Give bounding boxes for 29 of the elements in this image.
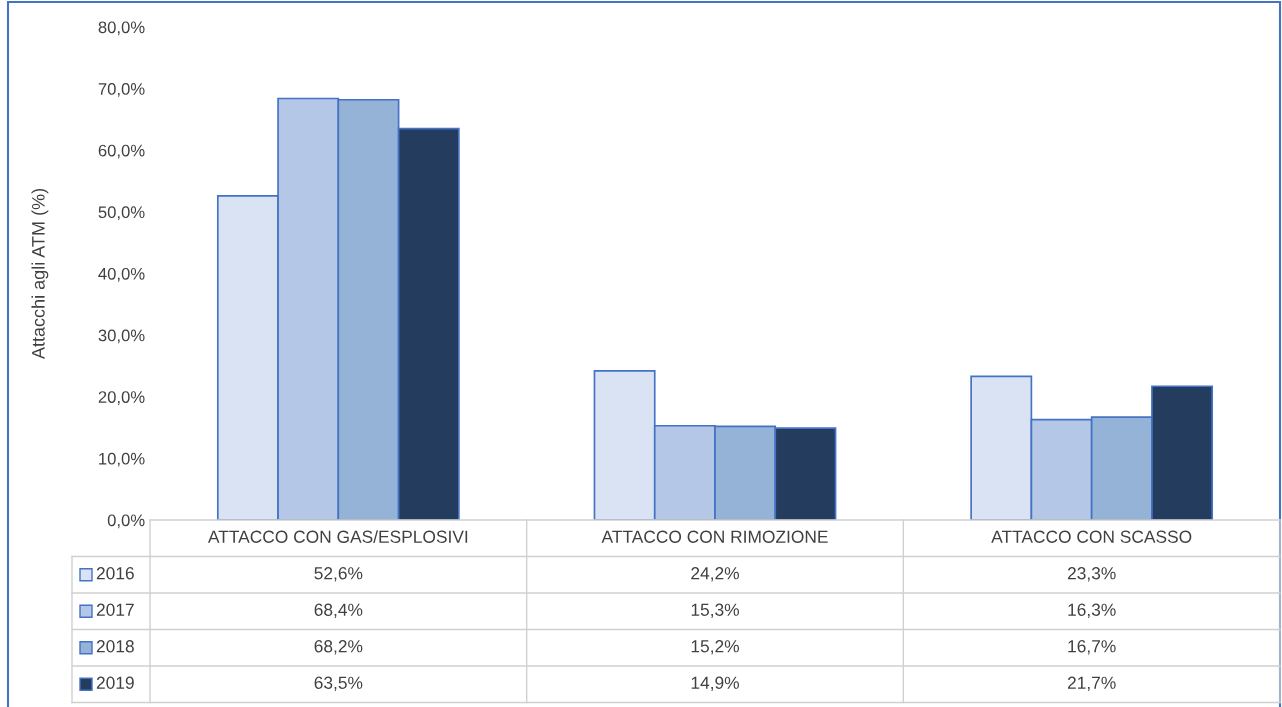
- x-tick-label: ATTACCO CON GAS/ESPLOSIVI: [207, 530, 468, 543]
- x-tick-label: ATTACCO CON SCASSO: [991, 530, 1192, 543]
- y-tick-label: 30,0%: [98, 329, 145, 344]
- data-label: 68,4%: [314, 603, 363, 618]
- data-label: 14,9%: [691, 676, 739, 691]
- y-tick-label: 20,0%: [98, 391, 145, 405]
- data-label: 63,5%: [314, 676, 363, 691]
- y-tick-label: 40,0%: [98, 267, 145, 282]
- y-tick-label: 80,0%: [98, 21, 145, 36]
- data-label: 15,2%: [691, 640, 739, 655]
- data-label: 16,7%: [1068, 640, 1116, 655]
- data-label: 68,2%: [314, 640, 363, 655]
- data-label: 24,2%: [691, 567, 739, 582]
- legend-label: 2016: [96, 567, 134, 580]
- legend-label: 2017: [96, 603, 134, 616]
- data-label: 16,3%: [1068, 603, 1116, 618]
- y-tick-label: 70,0%: [98, 83, 145, 97]
- data-label: 21,7%: [1067, 676, 1116, 691]
- y-tick-label: 0,0%: [107, 514, 145, 529]
- y-tick-label: 10,0%: [99, 452, 145, 467]
- data-label: 52,6%: [314, 567, 363, 582]
- data-label: 15,3%: [691, 603, 739, 618]
- legend-label: 2019: [96, 676, 134, 689]
- x-tick-label: ATTACCO CON RIMOZIONE: [601, 530, 828, 543]
- y-axis-title: Attacchi agli ATM (%): [31, 188, 49, 360]
- data-label: 23,3%: [1067, 567, 1116, 582]
- y-tick-label: 50,0%: [98, 206, 145, 221]
- legend-label: 2018: [96, 640, 134, 653]
- y-tick-label: 60,0%: [98, 144, 145, 159]
